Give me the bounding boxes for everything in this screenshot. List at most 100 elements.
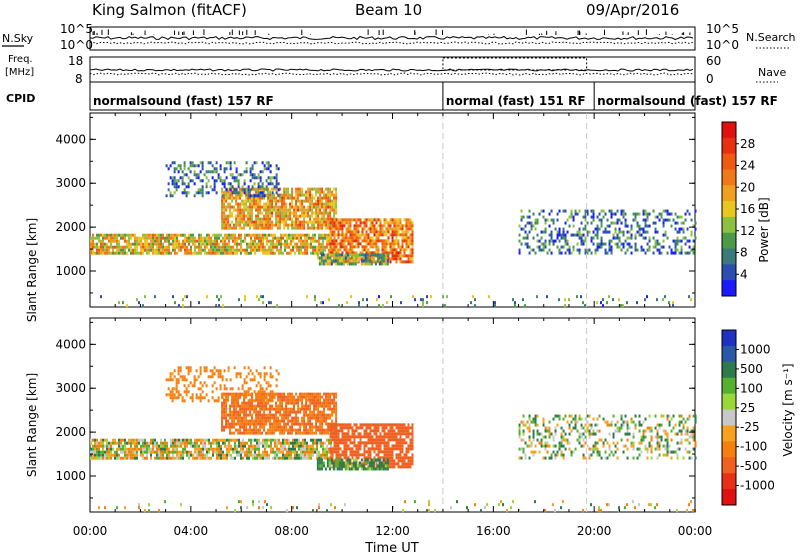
freq-tick-bottom: 8 [75,72,83,86]
time-tick-label: 08:00 [274,524,309,538]
power-panel-echoes [90,161,697,308]
date-title: 09/Apr/2016 [586,1,679,19]
colorbar-swatch [722,409,736,426]
echo-region-ground-scatter [100,295,692,308]
echo-region-main-band [90,438,332,460]
echo-region-evening-band [518,209,697,255]
nave-tick-bottom: 0 [706,72,714,86]
colorbar-swatch [722,473,736,490]
range-tick-label: 1000 [55,264,86,278]
nave-label: Nave [758,66,786,79]
nsky-tick-bottom: 10^0 [60,38,93,52]
station-title: King Salmon (fitACF) [92,1,247,19]
colorbar-swatch [722,137,736,155]
time-tick-label: 00:00 [678,524,713,538]
colorbar-tick-label: 500 [740,362,763,376]
colorbar-swatch [722,201,736,218]
colorbar-tick-label: 20 [740,180,755,194]
nsky-trace [89,35,694,41]
colorbar-tick-label: 100 [740,381,763,395]
echo-region-evening-band [518,414,697,460]
velocity-scale-label: Velocity [m s⁻¹] [781,363,795,456]
mode-label: normalsound (fast) 157 RF [93,94,274,108]
nsearch-tick-top: 10^5 [706,22,739,36]
echo-region-high-patches [165,161,280,198]
cpid-label: CPID [6,92,35,105]
cpid-bar [89,81,696,111]
time-tick-label: 16:00 [476,524,511,538]
colorbar-tick-label: 8 [740,246,748,260]
colorbar-swatch [722,489,736,506]
colorbar-swatch [722,185,736,202]
time-tick-label: 20:00 [577,524,612,538]
colorbar-swatch [722,393,736,411]
time-axis-label: Time UT [364,541,418,554]
colorbar-swatch [722,441,736,458]
colorbar-tick-label: 12 [740,224,755,238]
beam-title: Beam 10 [355,1,422,19]
nsearch-trace [89,41,694,45]
colorbar-swatch [722,425,736,442]
time-tick-label: 12:00 [375,524,410,538]
power-range-axis-label: Slant Range [km] [25,218,39,322]
colorbar-swatch [722,330,736,347]
nsky-label: N.Sky [2,32,34,45]
velocity-panel-frame [89,317,696,513]
nave-tick-top: 60 [706,54,721,68]
colorbar-tick-label: 1000 [740,342,771,356]
freq-label-1: Freq. [8,54,33,65]
velocity-range-axis-label: Slant Range [km] [25,373,39,477]
velocity-panel: 1000 2000 3000 4000 [55,317,697,513]
power-colorbar: 4 8 12 16 20 24 28 [721,121,755,297]
velocity-panel-echoes [90,366,697,513]
power-panel: 1000 2000 3000 4000 [55,112,697,308]
colorbar-swatch [722,122,736,139]
mode-labels: normalsound (fast) 157 RF normal (fast) 1… [93,82,778,110]
colorbar-tick-label: 25 [740,401,755,415]
colorbar-swatch [722,264,736,281]
freq-label-2: [MHz] [5,67,34,78]
power-scale-label: Power [dB] [757,197,771,262]
range-tick-label: 3000 [55,176,86,190]
colorbar-tick-label: -100 [740,440,767,454]
time-tick-label: 00:00 [73,524,108,538]
freq-mode-box [442,57,588,71]
colorbar-tick-label: -500 [740,459,767,473]
echo-region-lower-tail [316,253,389,266]
range-tick-label: 4000 [55,337,86,351]
range-tick-label: 2000 [55,220,86,234]
nsearch-tick-bottom: 10^0 [706,38,739,52]
colorbar-swatch [722,345,736,363]
freq-tick-top: 18 [68,54,83,68]
freq-trace [89,68,694,72]
colorbar-swatch [722,232,736,250]
colorbar-tick-label: -25 [740,420,760,434]
range-tick-label: 2000 [55,425,86,439]
echo-region-high-patches [165,366,280,403]
colorbar-swatch [722,216,736,234]
echo-region-upper-arc [221,392,338,435]
colorbar-swatch [722,457,736,474]
colorbar-tick-label: 24 [740,159,755,173]
colorbar-tick-label: 28 [740,137,755,151]
time-axis: 00:00 04:00 08:00 12:00 16:00 20:00 00:00 [73,524,713,538]
time-tick-label: 04:00 [174,524,209,538]
range-tick-label: 4000 [55,132,86,146]
velocity-colorbar: 1000 500 100 25 -25 -100 -500 -1000 [721,329,775,506]
colorbar-tick-label: -1000 [740,479,775,493]
echo-region-lower-tail [316,458,389,471]
colorbar-swatch [722,153,736,170]
colorbar-tick-label: 16 [740,202,755,216]
colorbar-swatch [722,169,736,186]
mode-label: normalsound (fast) 157 RF [597,94,778,108]
colorbar-swatch [722,248,736,265]
range-tick-label: 3000 [55,381,86,395]
colorbar-tick-label: 4 [740,267,748,281]
colorbar-swatch [722,377,736,395]
range-tick-label: 1000 [55,469,86,483]
colorbar-swatch [722,280,736,297]
echo-region-ground-scatter [98,500,696,513]
nsearch-label: N.Search [746,31,796,44]
nave-trace [89,72,694,76]
